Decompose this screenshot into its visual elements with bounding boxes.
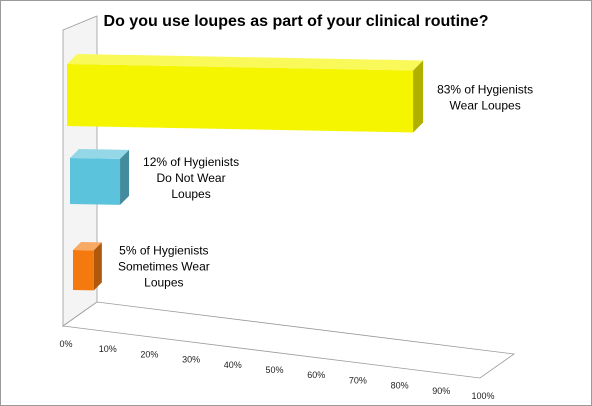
bar-data-label-line: 83% of Hygienists xyxy=(437,82,533,96)
data-labels-group: 83% of Hygienists Wear Loupes 12% of Hygie… xyxy=(118,82,533,289)
x-tick-label: 10% xyxy=(99,344,117,354)
bars-group xyxy=(67,54,424,291)
bar-data-label-line: Loupes xyxy=(144,275,183,289)
x-tick-label: 100% xyxy=(471,391,494,401)
bar-data-label-line: Do Not Wear xyxy=(156,171,225,185)
floor xyxy=(61,301,516,379)
bar-data-label-line: 5% of Hygienists xyxy=(119,243,208,257)
x-tick-label: 30% xyxy=(182,355,200,365)
bar-data-label-line: Sometimes Wear xyxy=(118,259,210,273)
bar-front-face xyxy=(67,64,414,133)
x-tick-label: 80% xyxy=(391,381,409,391)
bar-top-face xyxy=(70,149,130,159)
x-axis-ticks: 0% 10% 20% 30% 40% 50% 60% 70% 80% 90% 100% xyxy=(59,339,494,401)
bar xyxy=(67,54,424,133)
bar-data-label-line: 12% of Hygienists xyxy=(143,155,239,169)
bar xyxy=(73,242,102,291)
bar-data-label-line: Wear Loupes xyxy=(450,98,521,112)
x-tick-label: 0% xyxy=(59,339,72,349)
bar-end-face xyxy=(93,242,102,291)
x-tick-label: 40% xyxy=(224,360,242,370)
x-tick-label: 70% xyxy=(349,375,367,385)
bar-data-label: 5% of Hygienists Sometimes Wear Loupes xyxy=(118,243,210,289)
bar xyxy=(70,149,130,205)
x-tick-label: 60% xyxy=(307,370,325,380)
x-tick-label: 90% xyxy=(432,386,450,396)
chart-title: Do you use loupes as part of your clinic… xyxy=(103,13,489,30)
bar-front-face xyxy=(73,250,94,291)
bar-end-face xyxy=(413,60,424,133)
x-tick-label: 50% xyxy=(265,365,283,375)
bar-top-face xyxy=(73,242,102,251)
bar-front-face xyxy=(70,158,121,205)
bar-data-label-line: Loupes xyxy=(171,187,210,201)
bar-data-label: 12% of Hygienists Do Not Wear Loupes xyxy=(143,155,239,201)
bar-end-face xyxy=(120,149,130,205)
bar-data-label: 83% of Hygienists Wear Loupes xyxy=(437,82,533,112)
bar-top-face xyxy=(67,54,424,71)
x-tick-label: 20% xyxy=(140,349,158,359)
